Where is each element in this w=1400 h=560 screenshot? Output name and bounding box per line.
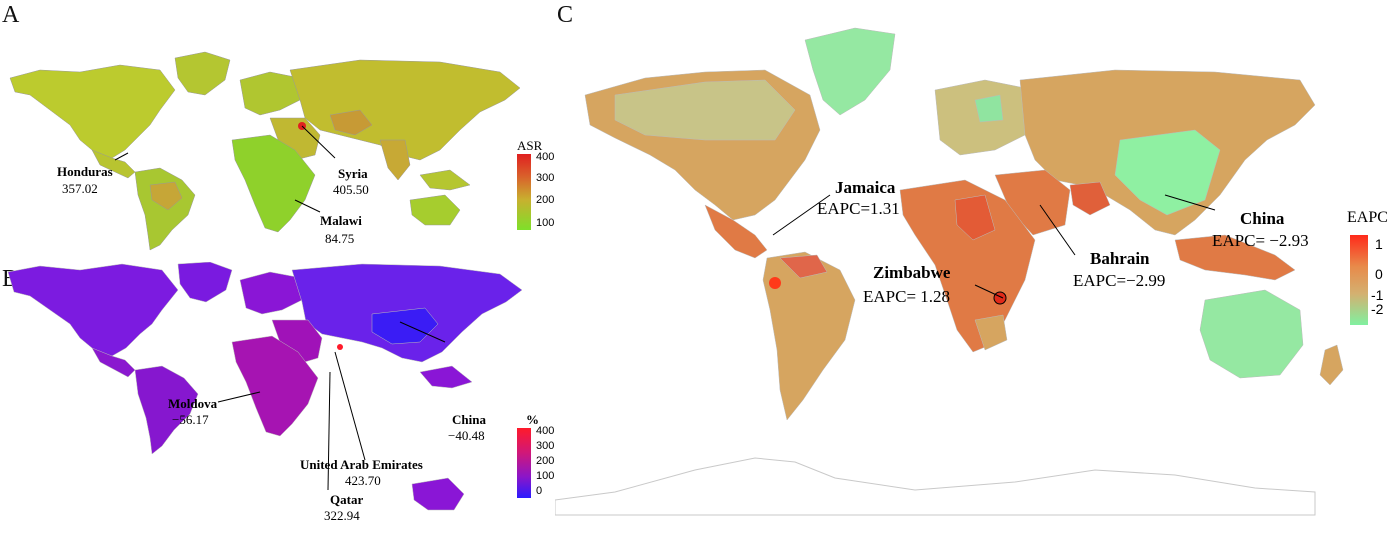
legend-b-title: % — [526, 412, 539, 427]
map-c: Jamaica EAPC=1.31 China EAPC= −2.93 Bahr… — [555, 27, 1388, 516]
value-qatar: 322.94 — [324, 508, 360, 523]
legend-c-tick-0: 0 — [1375, 266, 1383, 282]
value-china-b: −40.48 — [448, 428, 485, 443]
map-c-antarctica — [555, 457, 1316, 516]
map-a-se-asia — [419, 169, 471, 191]
map-a-australia — [409, 194, 461, 226]
value-malawi: 84.75 — [325, 231, 354, 246]
label-zimbabwe: Zimbabwe — [873, 263, 951, 282]
label-qatar: Qatar — [330, 492, 363, 507]
value-zimbabwe: EAPC= 1.28 — [863, 287, 950, 306]
panel-c: C Jama — [555, 0, 1400, 530]
label-jamaica: Jamaica — [835, 178, 896, 197]
legend-b-tick-0: 0 — [536, 485, 542, 497]
legend-a-tick-100: 100 — [536, 217, 554, 229]
panel-c-label: C — [557, 2, 574, 28]
map-a-asia — [289, 59, 521, 161]
value-bahrain: EAPC=−2.99 — [1073, 271, 1165, 290]
legend-a-tick-300: 300 — [536, 172, 554, 184]
value-jamaica: EAPC=1.31 — [817, 199, 900, 218]
legend-c-tick-m1: -1 — [1371, 287, 1384, 303]
map-a-greenland — [174, 51, 231, 96]
value-honduras: 357.02 — [62, 181, 98, 196]
legend-c-tick-m2: -2 — [1371, 301, 1384, 317]
map-a-central-asia — [329, 109, 373, 136]
map-a-africa — [231, 134, 316, 233]
label-uae: United Arab Emirates — [300, 457, 423, 472]
label-china-b: China — [452, 412, 486, 427]
panel-a-label: A — [2, 2, 20, 28]
panel-a: A Honduras 357.02 Syria 405.50 Mala — [0, 0, 560, 260]
legend-b-bar — [517, 428, 531, 498]
legend-a-tick-400: 400 — [536, 151, 554, 163]
map-a-south-asia — [379, 139, 411, 181]
value-moldova: −56.17 — [172, 412, 209, 427]
map-b: Moldova −56.17 China −40.48 United Arab … — [7, 262, 554, 523]
label-china-c: China — [1240, 209, 1285, 228]
value-china-c: EAPC= −2.93 — [1212, 231, 1309, 250]
legend-a-tick-200: 200 — [536, 194, 554, 206]
legend-c-tick-1: 1 — [1375, 236, 1383, 252]
map-a-europe — [239, 71, 301, 116]
map-a-north-america — [9, 64, 176, 161]
panel-b: B Moldova −56.17 China −40.48 United Ara… — [0, 262, 560, 552]
map-a-south-america — [134, 167, 196, 251]
map-a-central-america — [91, 149, 136, 179]
label-malawi: Malawi — [320, 213, 362, 228]
label-bahrain: Bahrain — [1090, 249, 1150, 268]
label-syria: Syria — [338, 166, 368, 181]
legend-a-title: ASR — [517, 138, 543, 153]
legend-b-tick-200: 200 — [536, 455, 554, 467]
legend-b-tick-100: 100 — [536, 470, 554, 482]
value-uae: 423.70 — [345, 473, 381, 488]
label-moldova: Moldova — [168, 396, 218, 411]
label-honduras: Honduras — [57, 164, 113, 179]
map-a-south-america-inner — [149, 181, 183, 211]
legend-c-bar — [1350, 235, 1368, 325]
legend-a-bar — [517, 154, 531, 230]
legend-b-tick-400: 400 — [536, 425, 554, 437]
value-syria: 405.50 — [333, 182, 369, 197]
legend-b-tick-300: 300 — [536, 440, 554, 452]
legend-c-title: EAPC — [1347, 209, 1388, 226]
map-a: Honduras 357.02 Syria 405.50 Malawi 84.7… — [9, 51, 554, 251]
